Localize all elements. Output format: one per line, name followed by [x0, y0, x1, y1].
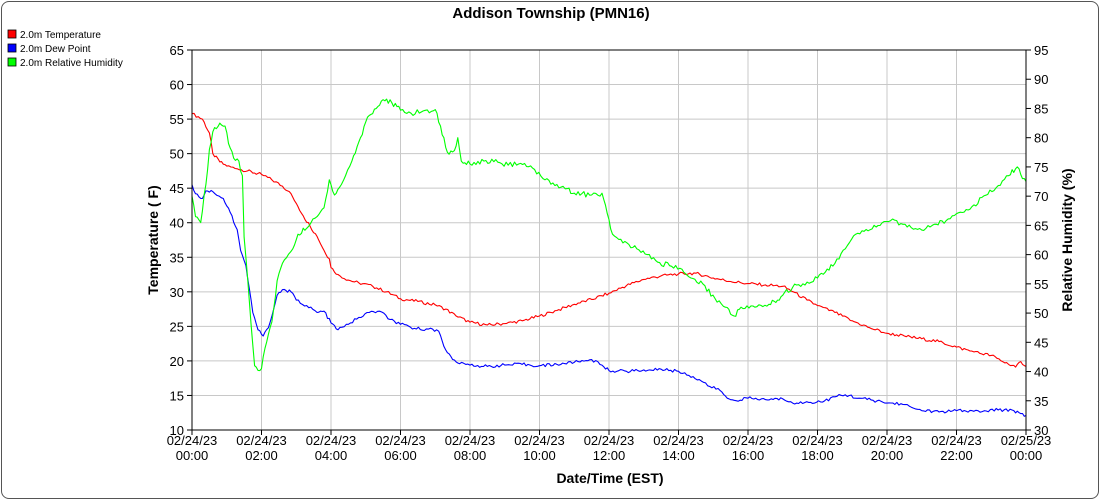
- y-right-tick-label: 80: [1034, 131, 1048, 146]
- x-tick-time: 00:00: [176, 448, 209, 463]
- y-right-tick-label: 50: [1034, 306, 1048, 321]
- y-right-tick-label: 60: [1034, 248, 1048, 263]
- x-axis: 02/24/2300:0002/24/2302:0002/24/2304:000…: [167, 430, 1052, 463]
- grid: [191, 49, 1027, 431]
- y-right-tick-label: 90: [1034, 72, 1048, 87]
- y-left-tick-label: 60: [170, 78, 184, 93]
- x-tick-time: 16:00: [732, 448, 765, 463]
- x-tick-time: 02:00: [245, 448, 278, 463]
- y-right-tick-label: 65: [1034, 218, 1048, 233]
- y-right-tick-label: 75: [1034, 160, 1048, 175]
- series-layer: [191, 98, 1027, 417]
- x-tick-date: 02/24/23: [584, 433, 635, 448]
- y-left-tick-label: 55: [170, 112, 184, 127]
- x-tick-time: 04:00: [315, 448, 348, 463]
- y-left-tick-label: 65: [170, 43, 184, 58]
- x-tick-time: 10:00: [523, 448, 556, 463]
- series-line-2-0m-dew-point: [191, 184, 1027, 417]
- y-left-tick-label: 50: [170, 147, 184, 162]
- x-tick-time: 06:00: [384, 448, 417, 463]
- x-tick-time: 20:00: [871, 448, 904, 463]
- x-tick-date: 02/24/23: [723, 433, 774, 448]
- legend-label: 2.0m Temperature: [20, 30, 101, 41]
- x-tick-date: 02/24/23: [236, 433, 287, 448]
- x-tick-date: 02/24/23: [862, 433, 913, 448]
- y-right-tick-label: 85: [1034, 101, 1048, 116]
- y-axis-left: 10 15 20 25 30 35 40 45 50 55 60 65: [170, 43, 192, 438]
- x-tick-date: 02/24/23: [306, 433, 357, 448]
- x-tick-time: 14:00: [662, 448, 695, 463]
- y-left-tick-label: 40: [170, 216, 184, 231]
- x-tick-date: 02/24/23: [167, 433, 218, 448]
- legend-swatch: [7, 43, 17, 53]
- x-tick-time: 12:00: [593, 448, 626, 463]
- legend-swatch: [7, 29, 17, 39]
- y-axis-right: 30 35 40 45 50 55 60 65 70 75 80 85 90 95: [1026, 43, 1048, 438]
- y-right-tick-label: 70: [1034, 189, 1048, 204]
- legend-swatch: [7, 57, 17, 67]
- y-left-tick-label: 35: [170, 250, 184, 265]
- y-right-tick-label: 35: [1034, 394, 1048, 409]
- y-right-tick-label: 95: [1034, 43, 1048, 58]
- y-right-tick-label: 40: [1034, 365, 1048, 380]
- y-left-tick-label: 20: [170, 354, 184, 369]
- x-tick-time: 18:00: [801, 448, 834, 463]
- x-tick-time: 08:00: [454, 448, 487, 463]
- y-left-tick-label: 15: [170, 388, 184, 403]
- y-axis-right-label: Relative Humidity (%): [1059, 168, 1075, 311]
- x-axis-label: Date/Time (EST): [556, 470, 663, 486]
- legend-label: 2.0m Relative Humidity: [20, 58, 123, 69]
- y-left-tick-label: 10: [170, 423, 184, 438]
- y-right-tick-label: 30: [1034, 423, 1048, 438]
- y-axis-left-label: Temperature ( F): [145, 185, 161, 294]
- y-right-tick-label: 45: [1034, 335, 1048, 350]
- x-tick-date: 02/24/23: [514, 433, 565, 448]
- x-tick-time: 00:00: [1010, 448, 1043, 463]
- legend-label: 2.0m Dew Point: [20, 44, 91, 55]
- x-tick-time: 22:00: [940, 448, 973, 463]
- series-line-2-0m-temperature: [191, 112, 1027, 368]
- x-tick-date: 02/24/23: [792, 433, 843, 448]
- x-tick-date: 02/24/23: [375, 433, 426, 448]
- x-tick-date: 02/24/23: [931, 433, 982, 448]
- x-tick-date: 02/25/23: [1001, 433, 1052, 448]
- x-tick-date: 02/24/23: [445, 433, 496, 448]
- y-right-tick-label: 55: [1034, 277, 1048, 292]
- y-left-tick-label: 45: [170, 181, 184, 196]
- y-left-tick-label: 25: [170, 319, 184, 334]
- chart-title: Addison Township (PMN16): [452, 5, 649, 22]
- x-tick-date: 02/24/23: [653, 433, 704, 448]
- legend: 2.0m Temperature 2.0m Dew Point 2.0m Relat…: [7, 29, 123, 69]
- series-line-2-0m-relative-humidity: [191, 98, 1027, 372]
- y-left-tick-label: 30: [170, 285, 184, 300]
